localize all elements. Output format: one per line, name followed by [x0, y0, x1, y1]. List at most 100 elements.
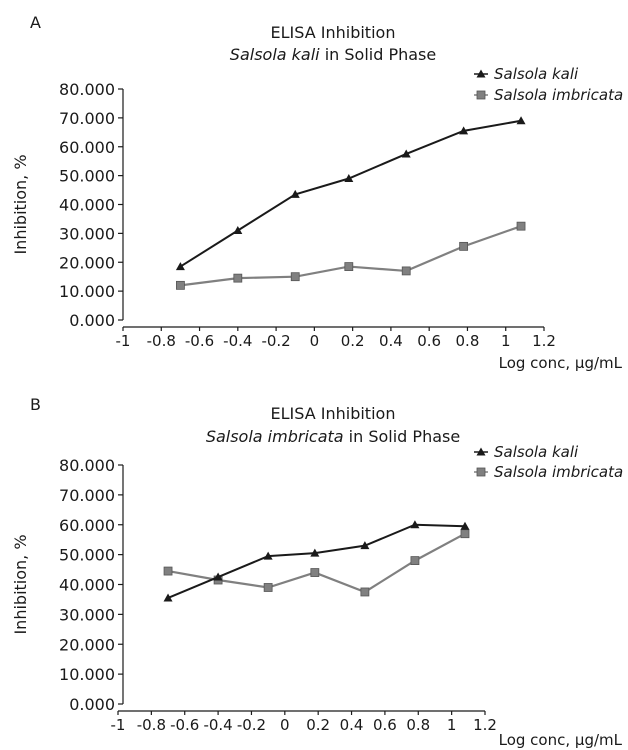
- y-tick-label: 50.000: [59, 546, 115, 565]
- legend-entry: Salsola kali: [494, 65, 579, 83]
- data-point: [233, 273, 243, 283]
- legend-marker: [476, 69, 486, 78]
- data-point: [401, 149, 411, 158]
- y-tick-label: 10.000: [59, 665, 115, 684]
- panel-letter: B: [30, 395, 41, 414]
- y-tick-label: 20.000: [59, 253, 115, 272]
- chart-subtitle-rest: in Solid Phase: [320, 45, 437, 64]
- y-tick-label: 60.000: [59, 138, 115, 157]
- x-axis-label: Log conc, μg/mL: [499, 731, 623, 749]
- chart-title: ELISA Inhibition: [271, 23, 396, 42]
- data-point: [460, 521, 470, 530]
- legend-entry: Salsola imbricata: [494, 463, 623, 481]
- series-line: [167, 532, 466, 594]
- x-tick-label: 0: [280, 716, 290, 734]
- x-tick-label: 0.2: [341, 332, 365, 350]
- chart-subtitle: Salsola kali in Solid Phase: [230, 45, 436, 64]
- y-tick-label: 30.000: [59, 224, 115, 243]
- data-point: [163, 593, 173, 602]
- x-tick-label: -1: [116, 332, 131, 350]
- chart-title: ELISA Inhibition: [271, 404, 396, 423]
- y-tick-label: 80.000: [59, 456, 115, 475]
- data-point: [360, 587, 370, 597]
- series-salsola-kali: [163, 520, 470, 602]
- data-point: [516, 116, 526, 125]
- data-point: [290, 272, 300, 282]
- y-tick-label: 50.000: [59, 167, 115, 186]
- chart-panel-b: B ELISA Inhibition Salsola imbricata in So…: [11, 395, 623, 749]
- y-tick-label: 70.000: [59, 486, 115, 505]
- data-point: [401, 266, 411, 276]
- legend-marker: [476, 90, 486, 100]
- x-tick-label: 0.2: [306, 716, 330, 734]
- panel-letter: A: [30, 13, 41, 32]
- y-tick-label: 30.000: [59, 605, 115, 624]
- x-tick-label: 1.2: [532, 332, 556, 350]
- chart-panel-a: A ELISA Inhibition Salsola kali in Solid P…: [11, 13, 623, 372]
- chart-subtitle-species: Salsola imbricata: [206, 427, 344, 446]
- legend-marker: [476, 447, 486, 456]
- x-tick-label: 0.4: [379, 332, 403, 350]
- x-tick-label: 0.8: [406, 716, 430, 734]
- x-tick-label: -1: [111, 716, 126, 734]
- x-tick-label: 0.6: [373, 716, 397, 734]
- y-tick-label: 40.000: [59, 576, 115, 595]
- data-point: [344, 174, 354, 183]
- x-tick-label: -0.8: [137, 716, 166, 734]
- y-tick-label: 80.000: [59, 80, 115, 99]
- legend: Salsola kali Salsola imbricata: [474, 443, 623, 481]
- y-tick-label: 0.000: [69, 695, 115, 714]
- data-point: [410, 556, 420, 565]
- x-tick-label: -0.2: [237, 716, 266, 734]
- x-tick-label: 1.2: [473, 716, 497, 734]
- series-line: [167, 523, 466, 599]
- y-tick-label: 40.000: [59, 196, 115, 215]
- y-axis-label: Inhibition, %: [11, 154, 30, 254]
- x-tick-label: 0.4: [340, 716, 364, 734]
- y-tick-label: 60.000: [59, 516, 115, 535]
- series-salsola-imbricata: [163, 529, 470, 597]
- legend: Salsola kali Salsola imbricata: [474, 65, 623, 104]
- x-tick-label: 0: [310, 332, 320, 350]
- data-point: [176, 280, 185, 290]
- data-point: [459, 126, 469, 135]
- data-point: [516, 221, 526, 231]
- data-point: [460, 529, 470, 539]
- x-tick-label: -0.2: [261, 332, 290, 350]
- chart-subtitle-species: Salsola kali: [230, 45, 320, 64]
- series-salsola-kali: [175, 116, 526, 271]
- x-tick-label: -0.4: [223, 332, 252, 350]
- x-tick-label: 1: [501, 332, 511, 350]
- data-point: [213, 572, 223, 581]
- legend-marker: [476, 467, 486, 477]
- y-tick-label: 10.000: [59, 282, 115, 301]
- chart-subtitle: Salsola imbricata in Solid Phase: [206, 427, 460, 446]
- data-point: [310, 568, 320, 577]
- x-tick-label: 0.8: [456, 332, 480, 350]
- x-tick-label: -0.4: [203, 716, 232, 734]
- x-tick-label: -0.6: [170, 716, 199, 734]
- y-tick-label: 70.000: [59, 109, 115, 128]
- data-point: [290, 189, 300, 198]
- y-axis-label: Inhibition, %: [11, 534, 30, 634]
- data-point: [310, 548, 320, 557]
- x-tick-label: 1: [447, 716, 457, 734]
- x-tick-label: -0.6: [185, 332, 214, 350]
- data-point: [263, 551, 273, 560]
- x-axis-label: Log conc, μg/mL: [499, 354, 623, 372]
- legend-entry: Salsola kali: [494, 443, 579, 461]
- data-point: [263, 583, 273, 592]
- chart-subtitle-rest: in Solid Phase: [344, 427, 461, 446]
- data-point: [175, 262, 185, 271]
- y-tick-label: 0.000: [69, 311, 115, 330]
- data-point: [344, 262, 354, 271]
- y-tick-label: 20.000: [59, 635, 115, 654]
- data-point: [360, 541, 370, 550]
- data-point: [163, 566, 173, 576]
- series-salsola-imbricata: [176, 221, 526, 290]
- data-point: [233, 225, 243, 234]
- x-tick-label: -0.8: [147, 332, 176, 350]
- x-tick-label: 0.6: [417, 332, 441, 350]
- data-point: [459, 241, 469, 251]
